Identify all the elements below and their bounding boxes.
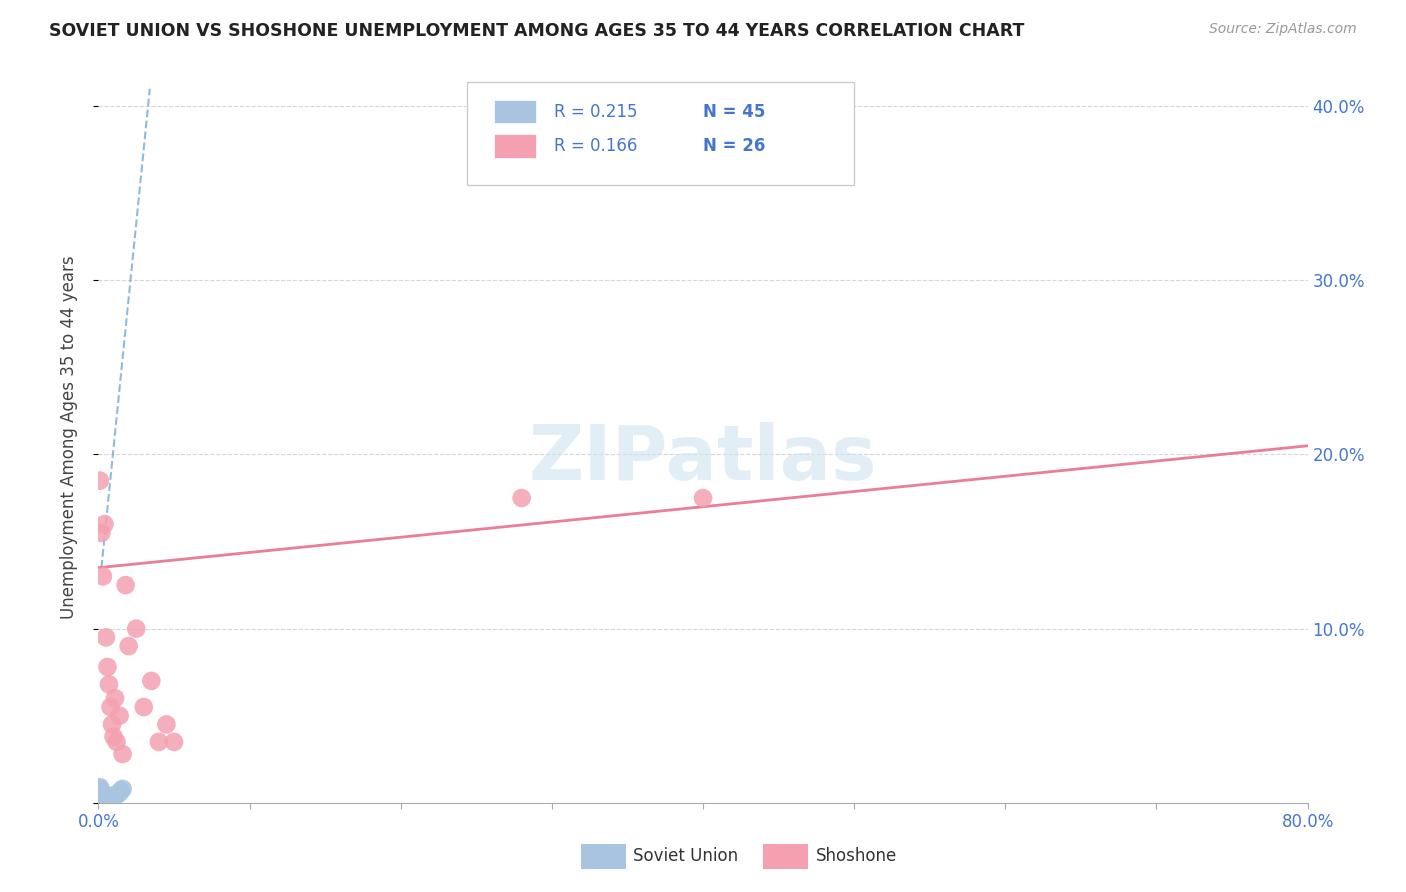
Point (91, 794, 114, 808)
FancyBboxPatch shape (467, 82, 855, 185)
FancyBboxPatch shape (494, 100, 536, 123)
Point (110, 783, 132, 797)
Point (118, 639, 141, 653)
Point (90, 785, 112, 799)
FancyBboxPatch shape (494, 135, 536, 158)
Point (510, 491, 533, 505)
Point (91, 790, 114, 805)
Point (90, 792, 112, 806)
Point (89, 792, 111, 806)
Point (90, 787, 112, 801)
Point (163, 735, 186, 749)
Point (111, 747, 134, 761)
Y-axis label: Unemployment Among Ages 35 to 44 years: Unemployment Among Ages 35 to 44 years (59, 255, 77, 619)
Point (96, 794, 118, 808)
Point (91, 792, 114, 806)
Point (103, 790, 125, 805)
Point (98, 792, 121, 806)
Point (98, 790, 121, 805)
Text: Shoshone: Shoshone (815, 847, 897, 865)
Point (100, 790, 122, 805)
Point (105, 787, 128, 801)
Point (98, 677, 121, 691)
Point (90, 794, 112, 808)
Point (101, 790, 124, 805)
Point (96, 790, 118, 805)
Text: Soviet Union: Soviet Union (633, 847, 738, 865)
Point (93, 794, 115, 808)
Text: SOVIET UNION VS SHOSHONE UNEMPLOYMENT AMONG AGES 35 TO 44 YEARS CORRELATION CHAR: SOVIET UNION VS SHOSHONE UNEMPLOYMENT AM… (49, 22, 1025, 40)
Point (93, 517, 115, 532)
Point (89, 781, 111, 796)
Point (90, 789, 112, 803)
Point (104, 789, 127, 803)
Point (661, 117, 683, 131)
Point (90, 796, 112, 810)
Point (94, 792, 117, 806)
Point (93, 792, 115, 806)
Point (90, 783, 112, 797)
Point (96, 660, 118, 674)
Point (616, 125, 638, 139)
Point (141, 673, 163, 688)
Point (93, 790, 115, 805)
Text: Source: ZipAtlas.com: Source: ZipAtlas.com (1209, 22, 1357, 37)
Point (111, 781, 134, 796)
Point (89, 787, 111, 801)
Point (96, 792, 118, 806)
Point (108, 785, 131, 799)
Point (89, 474, 111, 488)
Point (104, 691, 127, 706)
Point (101, 717, 124, 731)
Point (89, 796, 111, 810)
Point (89, 780, 111, 794)
Text: R = 0.215: R = 0.215 (554, 103, 638, 120)
Point (91, 569, 114, 583)
Point (89, 789, 111, 803)
Text: N = 26: N = 26 (703, 137, 765, 155)
Point (89, 785, 111, 799)
Point (125, 622, 148, 636)
Point (132, 700, 155, 714)
Point (155, 717, 177, 731)
Point (90, 525, 112, 540)
Point (91, 789, 114, 803)
Point (692, 491, 714, 505)
Point (89, 794, 111, 808)
Point (148, 735, 170, 749)
Point (103, 730, 125, 744)
Point (90, 790, 112, 805)
Text: R = 0.166: R = 0.166 (554, 137, 638, 155)
Point (94, 794, 117, 808)
Point (94, 631, 117, 645)
Point (114, 578, 136, 592)
Text: ZIPatlas: ZIPatlas (529, 422, 877, 496)
Point (103, 789, 125, 803)
Point (100, 792, 122, 806)
Point (107, 787, 129, 801)
Point (105, 735, 128, 749)
Point (91, 796, 114, 810)
Point (94, 790, 117, 805)
Point (89, 783, 111, 797)
Point (89, 790, 111, 805)
Point (100, 700, 122, 714)
Text: N = 45: N = 45 (703, 103, 765, 120)
Point (108, 708, 131, 723)
